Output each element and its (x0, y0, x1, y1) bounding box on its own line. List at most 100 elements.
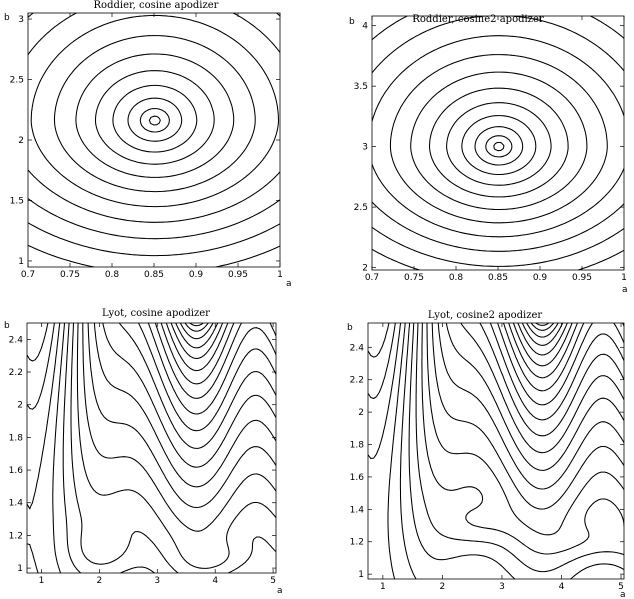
panel-title: Roddier, cosine2 apodizer (412, 14, 544, 25)
y-tick-label: 1.6 (350, 473, 365, 483)
x-tick-label: 0.7 (365, 273, 379, 283)
contour-line (27, 323, 61, 573)
y-tick-label: 2 (358, 408, 364, 418)
contour-line (517, 323, 568, 356)
y-tick-label: 2.4 (9, 335, 24, 345)
x-tick-label: 0.95 (228, 270, 248, 280)
contour-line (102, 323, 276, 468)
contour-line (28, 13, 280, 240)
panel-title: Lyot, cosine2 apodizer (428, 310, 543, 321)
y-tick-label: 1 (18, 257, 24, 267)
contour-line (76, 323, 276, 569)
panel-lyot-cosine2: Lyot, cosine2 apodizer b a 1 2 3 4 5 1 1.2 1.4 1… (347, 310, 626, 599)
x-axis-label: a (620, 590, 626, 599)
contour-line (415, 323, 624, 573)
x-tick-label: 0.75 (404, 273, 424, 283)
contour-line (75, 53, 235, 178)
contour-line (53, 34, 256, 193)
y-axis-label: b (347, 323, 353, 333)
contour-line (372, 35, 624, 238)
contour-line (30, 14, 280, 208)
x-axis-label: a (622, 285, 628, 295)
contour-line (446, 102, 552, 186)
contour-line (127, 97, 183, 142)
contour-line (160, 323, 235, 385)
contour-line (179, 323, 214, 340)
contour-lines (368, 323, 624, 579)
contour-line (410, 71, 588, 211)
y-tick-label: 2.2 (9, 368, 23, 378)
contour-line (27, 323, 55, 410)
contour-line (408, 323, 624, 579)
contour-line (372, 16, 624, 267)
x-tick-label: 1 (39, 576, 45, 586)
x-tick-label: 1 (380, 582, 386, 592)
y-tick-label: 1.8 (9, 433, 24, 443)
contour-line (512, 323, 573, 367)
contour-line (28, 222, 280, 257)
x-tick-label: 3 (499, 582, 505, 592)
contour-line (87, 323, 276, 509)
contour-line (94, 70, 215, 165)
contour-line (372, 248, 624, 270)
contour-line (189, 323, 204, 327)
x-tick-label: 1 (621, 273, 627, 283)
contour-line (118, 323, 276, 449)
plot-frame (27, 12, 281, 268)
contour-line (421, 323, 624, 555)
y-tick-label: 2.5 (354, 203, 368, 213)
contour-line (460, 323, 624, 454)
contour-line (431, 323, 624, 510)
y-tick-label: 1 (358, 570, 364, 580)
plot-frame (26, 322, 277, 574)
x-tick-label: 1 (277, 270, 283, 280)
contour-lines (372, 16, 624, 270)
x-tick-label: 0.95 (572, 273, 592, 283)
contour-line (27, 323, 49, 362)
contour-line (428, 87, 569, 198)
x-tick-label: 4 (559, 582, 565, 592)
y-tick-label: 2.2 (350, 376, 364, 386)
y-tick-label: 1 (17, 564, 23, 574)
y-tick-label: 2 (362, 264, 368, 274)
contour-line (165, 323, 229, 372)
contour-line (70, 323, 276, 573)
contour-lines (27, 323, 276, 573)
contour-line (28, 13, 280, 223)
y-tick-label: 3 (18, 15, 24, 25)
y-tick-label: 2.4 (350, 343, 365, 353)
y-tick-label: 2.5 (10, 76, 24, 86)
contour-line (154, 323, 276, 399)
contour-line (389, 54, 608, 224)
y-tick-label: 1.6 (9, 466, 24, 476)
contour-line (368, 323, 402, 460)
y-tick-label: 2 (17, 401, 23, 411)
plot-frame (367, 322, 625, 580)
contour-line (82, 323, 276, 532)
x-tick-label: 0.7 (21, 270, 35, 280)
y-tick-label: 3.5 (354, 82, 368, 92)
x-tick-label: 0.8 (449, 273, 464, 283)
contour-line (474, 126, 524, 166)
x-tick-label: 0.8 (105, 270, 120, 280)
y-tick-label: 2 (18, 136, 24, 146)
panel-title: Roddier, cosine apodizer (94, 0, 219, 11)
x-axis-label: a (277, 586, 283, 596)
y-tick-label: 1.5 (10, 196, 24, 206)
contour-line (399, 323, 417, 579)
y-tick-label: 1.2 (350, 538, 364, 548)
contour-line (489, 323, 624, 421)
contour-line (445, 323, 624, 471)
contour-line (508, 323, 578, 379)
x-axis-label: a (286, 279, 292, 289)
contour-line (461, 115, 537, 176)
contour-line (493, 141, 505, 152)
contour-line (479, 323, 624, 437)
contour-line (148, 115, 161, 126)
contour-line (93, 323, 276, 488)
panel-title: Lyot, cosine apodizer (102, 308, 210, 319)
y-axis-label: b (349, 17, 355, 27)
x-tick-label: 3 (154, 576, 160, 586)
x-tick-label: 0.85 (144, 270, 164, 280)
contour-line (137, 323, 276, 432)
